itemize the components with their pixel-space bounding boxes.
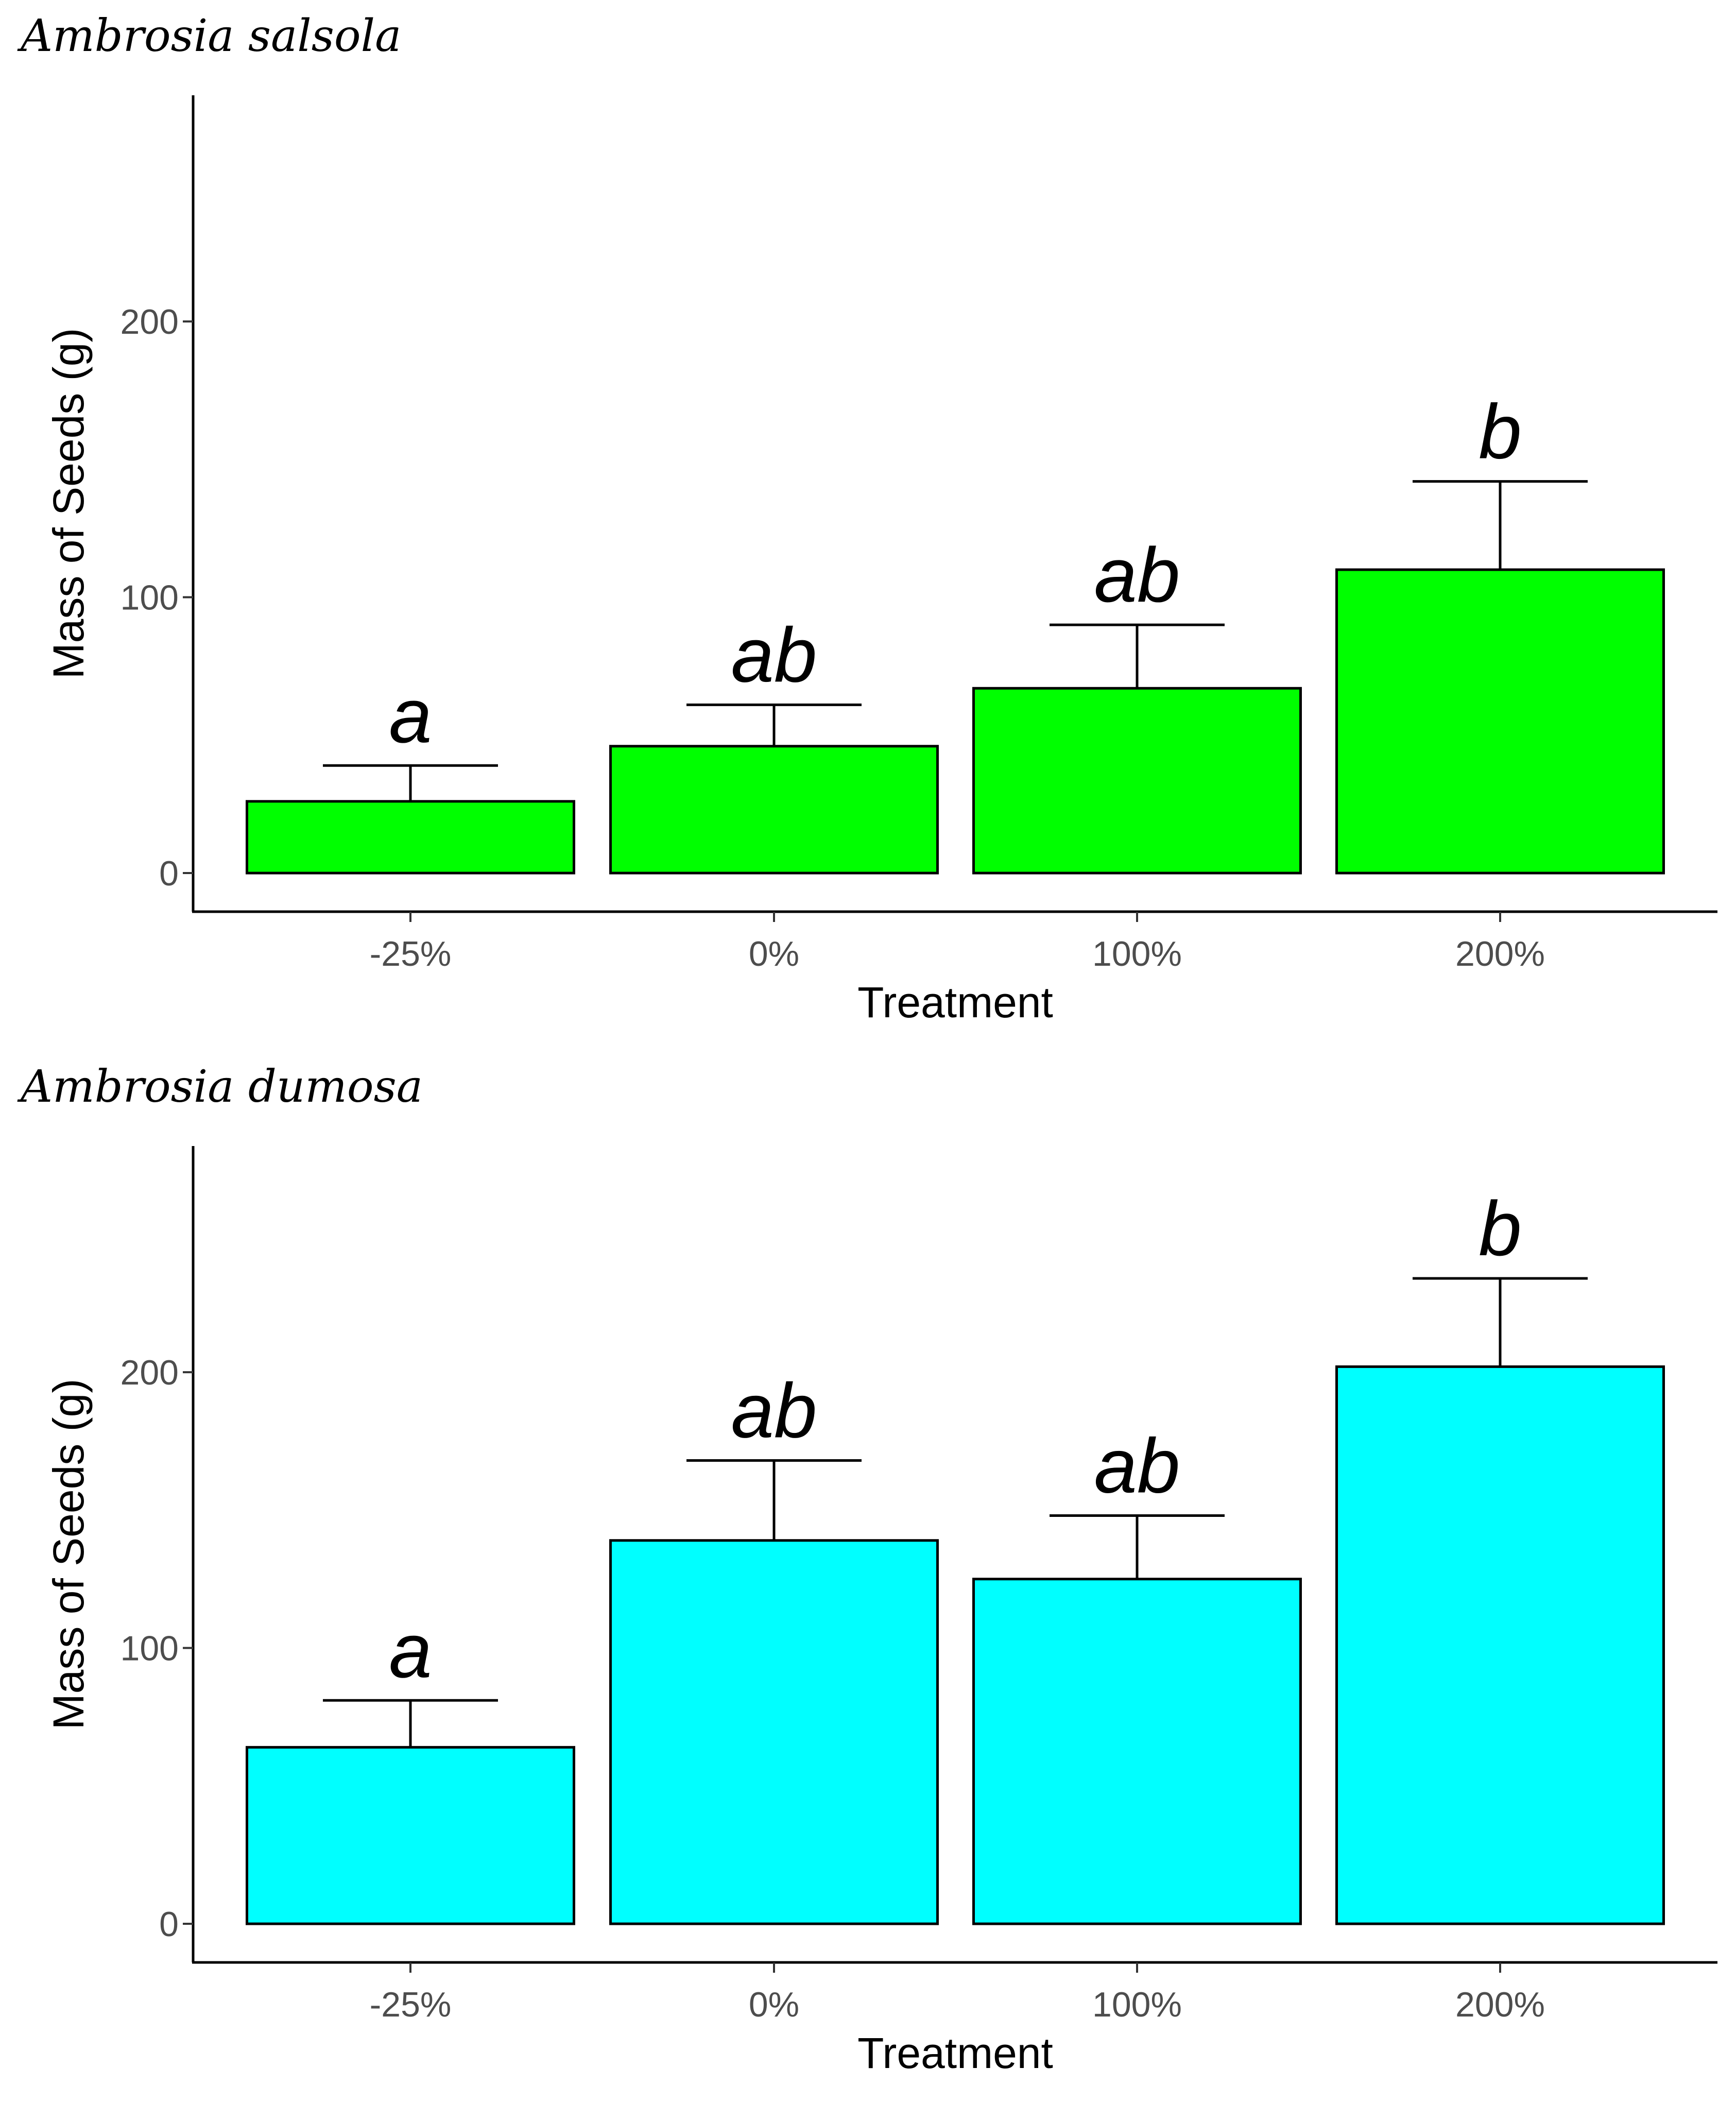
significance-letter: a	[389, 672, 432, 759]
y-axis-title: Mass of Seeds (g)	[44, 1379, 93, 1730]
x-tick-label: 0%	[749, 934, 799, 973]
bar	[246, 1746, 575, 1925]
significance-letter: ab	[731, 611, 817, 698]
y-axis-title: Mass of Seeds (g)	[44, 328, 93, 679]
y-tick-label: 100	[121, 578, 179, 618]
x-tick-label: 200%	[1455, 934, 1545, 973]
x-axis-title: Treatment	[857, 978, 1053, 1027]
x-axis-title: Treatment	[857, 2029, 1053, 2077]
bar	[609, 745, 939, 875]
significance-letter: b	[1479, 1185, 1521, 1272]
y-tick-label: 0	[159, 1905, 179, 1944]
bar	[972, 1578, 1302, 1925]
x-tick-label: 200%	[1455, 1985, 1545, 2024]
y-tick-label: 200	[121, 1353, 179, 1392]
x-tick-label: 100%	[1092, 1985, 1182, 2024]
y-tick-label: 100	[121, 1629, 179, 1668]
chart-panel-dumosa: Ambrosia dumosa 0 100 200 a -25% ab 0% ab 100% b 2…	[0, 1051, 1736, 2102]
x-tick-label: -25%	[370, 1985, 452, 2024]
bar	[609, 1539, 939, 1925]
significance-letter: ab	[1094, 1423, 1180, 1509]
bar-chart-dumosa: 0 100 200 a -25% ab 0% ab 100% b 200% Treatment Mass…	[44, 1146, 1717, 2077]
bar	[246, 800, 575, 875]
chart-title: Ambrosia salsola	[21, 10, 402, 62]
x-tick-label: -25%	[370, 934, 452, 973]
x-tick-label: 0%	[749, 1985, 799, 2024]
significance-letter: ab	[1094, 532, 1180, 618]
significance-letter: a	[389, 1607, 432, 1694]
bar	[1335, 568, 1665, 875]
significance-letter: ab	[731, 1367, 817, 1454]
bar	[972, 687, 1302, 875]
y-tick-label: 0	[159, 854, 179, 893]
chart-panel-salsola: Ambrosia salsola 0 100 200 a -25% ab 0% ab 100% b…	[21, 10, 1717, 1027]
bar	[1335, 1365, 1665, 1925]
y-tick-label: 200	[121, 302, 179, 341]
chart-title: Ambrosia dumosa	[21, 1061, 423, 1113]
x-tick-label: 100%	[1092, 934, 1182, 973]
significance-letter: b	[1479, 388, 1521, 475]
bar-chart-salsola: 0 100 200 a -25% ab 0% ab 100% b 200% Treatment Mass…	[44, 95, 1717, 1027]
